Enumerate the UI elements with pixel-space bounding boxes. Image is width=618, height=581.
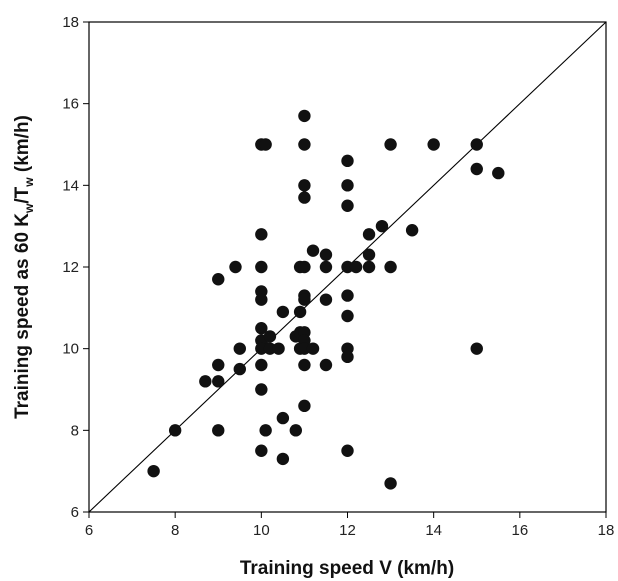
data-point (341, 199, 354, 212)
data-point (470, 162, 483, 176)
data-point (427, 138, 440, 151)
data-point (263, 330, 277, 343)
y-axis-title-sub1: w (22, 203, 36, 214)
data-point (341, 289, 354, 302)
x-tick-label: 16 (511, 522, 528, 539)
data-point (362, 248, 376, 261)
data-point (341, 179, 354, 192)
data-point (229, 260, 242, 274)
data-point (298, 179, 311, 192)
data-point (199, 375, 212, 388)
data-point (470, 342, 483, 355)
data-point (298, 399, 311, 413)
data-point (384, 477, 397, 490)
data-point (212, 424, 225, 437)
y-axis-title-prefix: Training speed as 60 K (12, 213, 33, 419)
data-point (298, 138, 311, 151)
data-point (492, 166, 505, 180)
data-point (384, 260, 397, 274)
data-point (259, 138, 272, 151)
data-point (255, 444, 268, 457)
data-point (362, 260, 376, 274)
data-point (255, 322, 268, 335)
data-point (255, 228, 268, 241)
y-tick-label: 12 (62, 259, 79, 276)
data-point (255, 260, 268, 274)
data-point (255, 358, 268, 372)
data-point (168, 424, 182, 437)
data-point (341, 260, 354, 274)
data-point (306, 244, 320, 257)
y-axis-title-mid: /T (12, 186, 33, 203)
data-point (276, 305, 290, 319)
data-point (147, 464, 160, 478)
data-point (405, 224, 419, 237)
data-point (375, 219, 389, 233)
y-tick-label: 16 (62, 96, 79, 113)
data-point (255, 342, 268, 355)
y-tick-label: 8 (71, 422, 79, 439)
data-points (147, 109, 505, 490)
data-point (341, 309, 354, 323)
data-point (212, 273, 225, 286)
data-point (298, 191, 311, 204)
data-point (259, 424, 272, 437)
x-tick-label: 10 (253, 522, 270, 539)
y-tick-label: 14 (62, 177, 79, 194)
data-point (212, 375, 225, 388)
data-point (233, 362, 246, 376)
y-tick-label: 18 (62, 14, 79, 31)
data-point (341, 154, 354, 168)
data-point (289, 424, 302, 437)
data-point (319, 248, 333, 261)
data-point (298, 109, 311, 123)
data-point (233, 342, 246, 355)
y-axis-title-sub2: w (22, 177, 36, 188)
x-tick-label: 8 (171, 522, 179, 539)
x-tick-label: 12 (339, 522, 356, 539)
data-point (272, 342, 285, 355)
data-point (255, 293, 268, 306)
data-point (255, 383, 268, 396)
data-point (276, 452, 290, 466)
data-point (341, 444, 354, 457)
data-point (298, 358, 311, 372)
x-tick-label: 6 (85, 522, 93, 539)
data-point (362, 228, 376, 241)
data-point (263, 342, 277, 355)
y-axis-title: Training speed as 60 Kw/Tw (km/h) (12, 115, 36, 419)
data-point (341, 350, 354, 364)
data-point (298, 293, 311, 306)
y-tick-label: 6 (71, 504, 79, 521)
data-point (384, 138, 397, 151)
x-tick-label: 18 (598, 522, 615, 539)
y-tick-label: 10 (62, 341, 79, 358)
data-point (212, 358, 225, 372)
axis-ticks: 6 8 10 12 14 16 18 6 8 10 12 14 16 18 (62, 14, 614, 539)
data-point (306, 342, 320, 355)
data-point (293, 305, 307, 319)
data-point (319, 293, 333, 306)
data-point (319, 358, 333, 372)
x-axis-title: Training speed V (km/h) (240, 558, 454, 579)
data-point (349, 260, 363, 274)
data-point (470, 138, 483, 151)
y-axis-title-suffix: (km/h) (12, 115, 33, 177)
x-tick-label: 14 (425, 522, 442, 539)
data-point (319, 260, 333, 274)
data-point (298, 260, 311, 274)
data-point (276, 411, 290, 425)
data-point (298, 342, 311, 355)
